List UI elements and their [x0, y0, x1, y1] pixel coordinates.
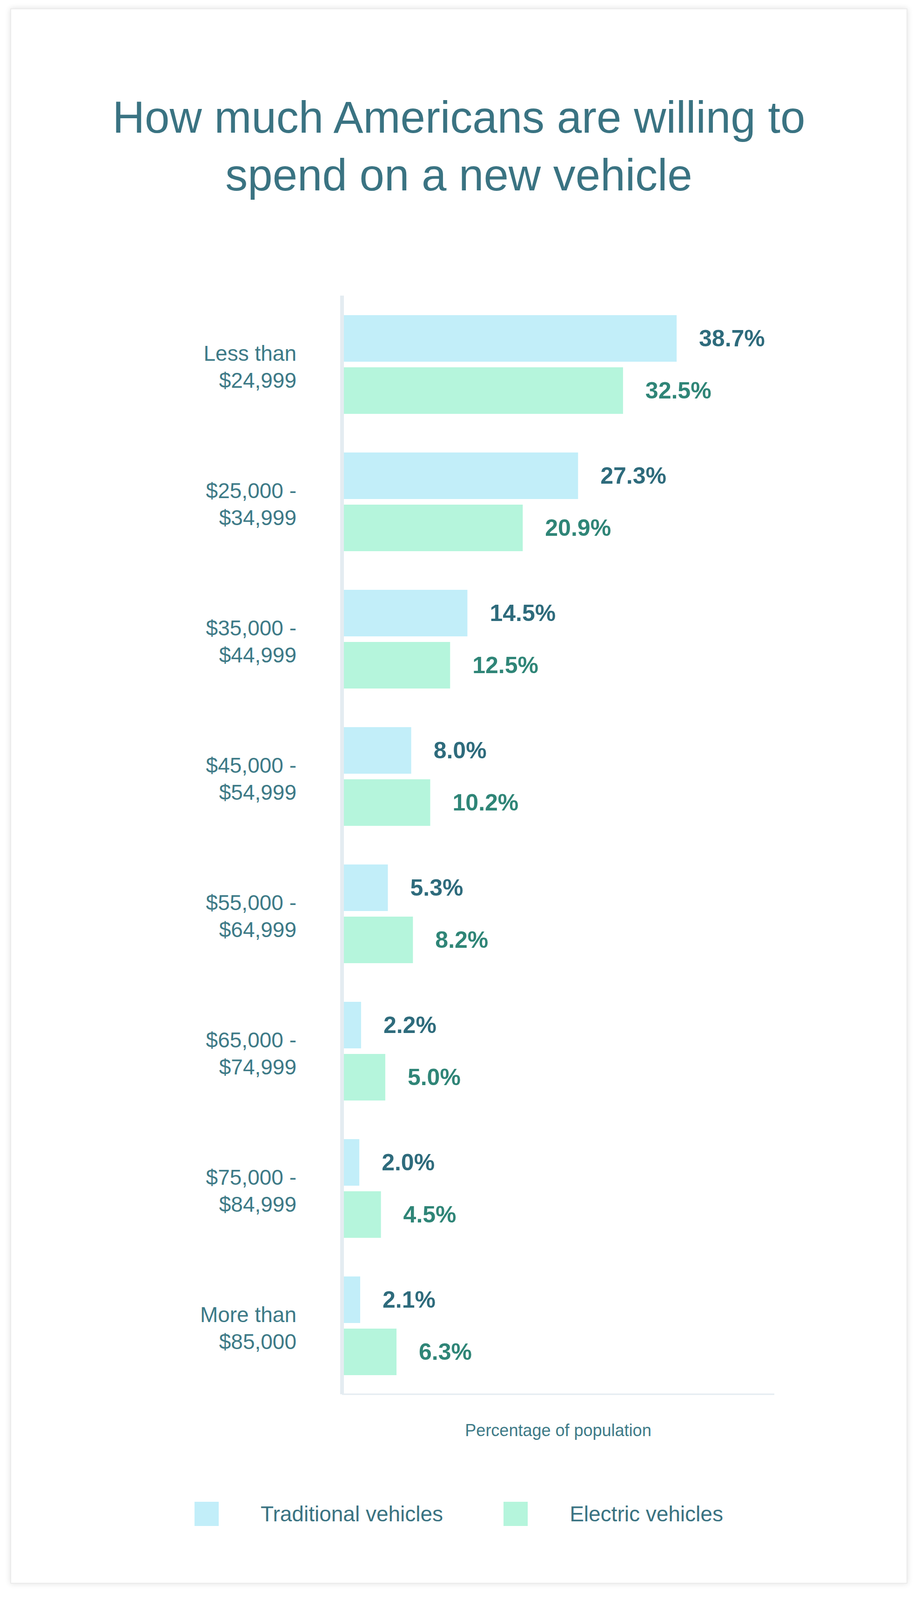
- svg-text:$55,000 -$64,999: $55,000 -$64,999: [206, 890, 297, 942]
- svg-text:10.2%: 10.2%: [452, 789, 519, 816]
- svg-text:Less than$24,999: Less than$24,999: [203, 341, 297, 393]
- html-text:Traditional vehicles: Traditional vehicles: [260, 1501, 444, 1526]
- svg-text:14.5%: 14.5%: [489, 599, 556, 626]
- svg-text:6.3%: 6.3%: [418, 1338, 472, 1365]
- svg-text:5.3%: 5.3%: [409, 874, 464, 901]
- svg-text:32.5%: 32.5%: [645, 377, 712, 404]
- svg-text:$75,000 -$84,999: $75,000 -$84,999: [206, 1164, 297, 1216]
- html-text:Electric vehicles: Electric vehicles: [569, 1501, 724, 1526]
- svg-text:8.2%: 8.2%: [435, 926, 489, 953]
- svg-text:$25,000 -$34,999: $25,000 -$34,999: [206, 478, 297, 530]
- svg-text:20.9%: 20.9%: [544, 514, 612, 541]
- svg-text:Percentage of population: Percentage of population: [464, 1420, 652, 1440]
- svg-text:$35,000 -$44,999: $35,000 -$44,999: [206, 615, 297, 667]
- svg-text:27.3%: 27.3%: [600, 462, 667, 489]
- svg-text:4.5%: 4.5%: [403, 1201, 457, 1228]
- svg-text:More than$85,000: More than$85,000: [200, 1302, 297, 1354]
- svg-text:2.0%: 2.0%: [381, 1148, 435, 1176]
- svg-text:$45,000 -$54,999: $45,000 -$54,999: [206, 752, 297, 805]
- svg-text:2.2%: 2.2%: [383, 1011, 437, 1038]
- html-text:How much Americans are willing: How much Americans are willing to spend …: [112, 92, 806, 200]
- svg-text:5.0%: 5.0%: [407, 1063, 461, 1090]
- svg-text:38.7%: 38.7%: [698, 325, 766, 352]
- svg-text:12.5%: 12.5%: [472, 651, 539, 679]
- svg-text:2.1%: 2.1%: [382, 1286, 436, 1313]
- svg-text:$65,000 -$74,999: $65,000 -$74,999: [206, 1027, 297, 1079]
- svg-text:8.0%: 8.0%: [433, 737, 487, 764]
